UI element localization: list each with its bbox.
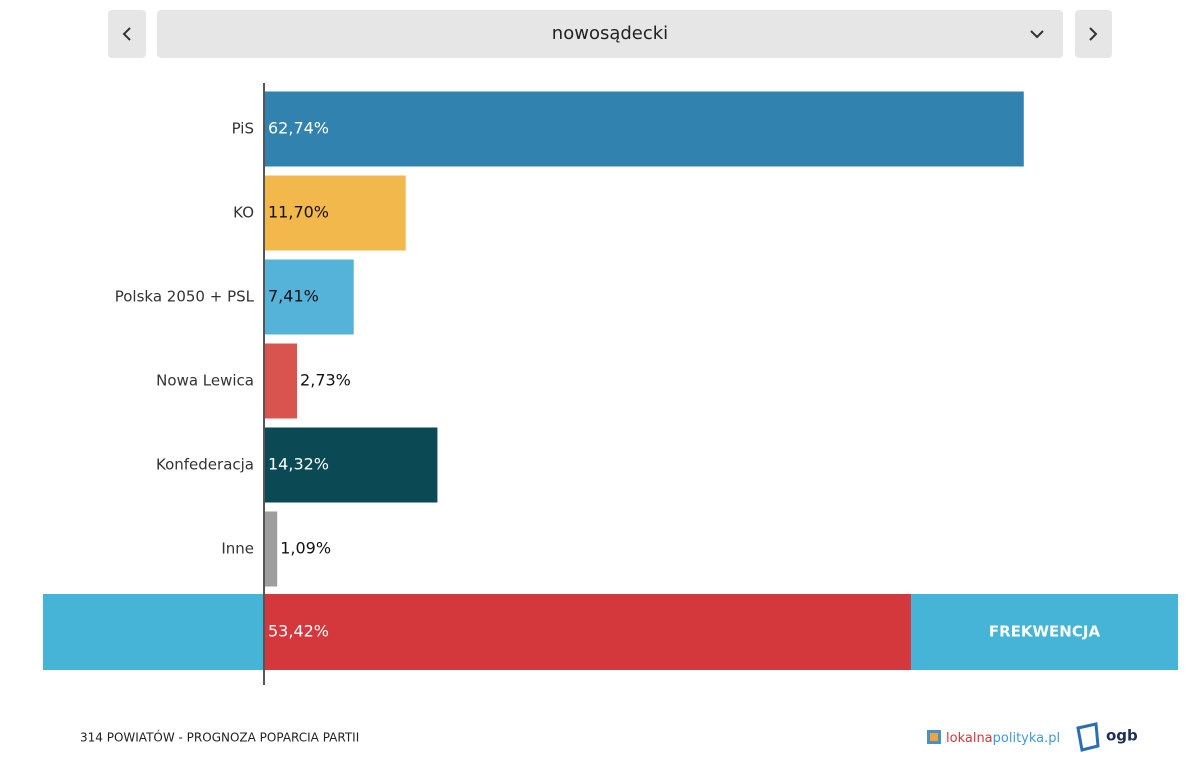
category-label: KO (233, 204, 254, 222)
next-button[interactable] (1075, 10, 1112, 58)
dropdown-icon (1030, 30, 1044, 39)
category-label: Polska 2050 + PSL (115, 288, 255, 306)
bar (264, 427, 438, 503)
turnout-value: 53,42% (268, 622, 329, 641)
bar (264, 511, 278, 587)
logo-part: lokalna (946, 731, 993, 746)
ogb-icon (1076, 722, 1100, 752)
select-value: nowosądecki (551, 23, 669, 44)
value-label: 7,41% (268, 287, 319, 306)
value-label: 2,73% (300, 371, 351, 390)
logo-part: polityka.pl (993, 731, 1060, 746)
category-label: Inne (221, 540, 254, 558)
prev-button[interactable] (108, 10, 146, 58)
value-label: 14,32% (268, 455, 329, 474)
bar (264, 343, 298, 419)
logo-icon-inner (930, 733, 938, 741)
turnout-label: FREKWENCJA (989, 623, 1101, 641)
ogb-text: ogb (1106, 727, 1138, 745)
value-label: 11,70% (268, 203, 329, 222)
next-icon (1089, 27, 1098, 41)
logo-text: lokalnapolityka.pl (946, 731, 1060, 746)
category-label: Konfederacja (156, 456, 254, 474)
turnout-bar (264, 594, 911, 670)
category-label: Nowa Lewica (156, 372, 254, 390)
footer-caption: 314 POWIATÓW - PROGNOZA POPARCIA PARTII (80, 730, 359, 745)
value-label: 62,74% (268, 119, 329, 138)
category-label: PiS (232, 120, 254, 138)
prev-icon (122, 27, 131, 41)
bar (264, 259, 354, 335)
value-label: 1,09% (280, 539, 331, 558)
bar (264, 91, 1024, 167)
district-select[interactable]: nowosądecki (157, 10, 1063, 58)
bar (264, 175, 406, 251)
